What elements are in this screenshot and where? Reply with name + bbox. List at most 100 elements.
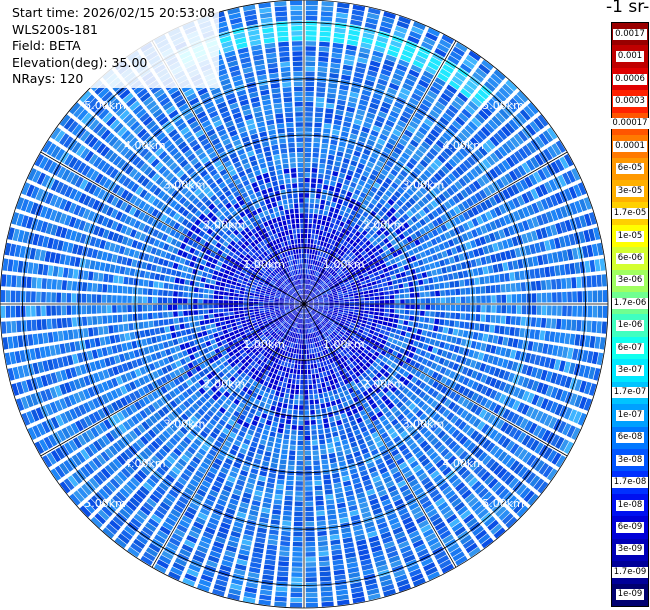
ray-gate [392,323,398,329]
ray-gate [291,379,296,384]
ray-gate [493,132,504,144]
ray-gate [345,111,354,118]
ray-gate [336,12,349,19]
ray-gate [355,268,361,274]
ray-gate [337,289,342,293]
ray-gate [319,273,323,279]
ray-gate [504,122,516,134]
ray-gate [301,364,304,370]
ray-gate [444,176,453,186]
ray-gate [263,569,275,576]
ray-gate [338,460,347,467]
ray-gate [457,271,464,279]
ray-gate [310,343,314,349]
ray-gate [306,284,308,290]
ray-gate [273,416,280,423]
ray-gate [278,397,284,403]
ray-gate [362,272,369,277]
ray-gate [429,338,436,346]
ray-gate [489,208,498,219]
ray-gate [450,139,461,149]
ray-gate [330,400,337,406]
ray-gate [423,169,432,178]
ray-gate [496,178,505,189]
ray-gate [460,261,467,270]
ray-gate [475,258,482,266]
ray-gate [322,215,327,221]
ray-gate [316,224,321,230]
ray-gate [356,271,362,277]
ray-gate [349,91,359,99]
ray-gate [494,274,500,283]
ray-gate [359,131,369,138]
ray-gate [329,305,334,307]
ray-gate [434,318,440,325]
ray-gate [358,227,364,233]
ray-gate [318,273,322,278]
ray-gate [276,386,282,392]
ray-gate [315,495,324,501]
ray-gate [542,254,549,265]
ray-gate [314,203,320,209]
ray-gate [397,208,405,216]
ray-gate [315,404,320,410]
ray-gate [313,276,316,281]
ray-gate [415,131,425,140]
ray-gate [509,136,520,148]
ray-gate [392,263,398,269]
ray-gate [507,225,515,236]
ray-gate [393,147,403,155]
ray-gate [487,334,494,343]
ray-gate [293,531,303,537]
ray-gate [347,288,353,292]
ray-gate [344,153,352,160]
ray-gate [339,304,344,306]
ray-gate [323,184,329,190]
ray-gate [349,296,354,299]
ray-gate [554,237,561,249]
ray-gate [338,309,344,313]
ray-gate [563,235,571,247]
ray-gate [347,34,360,41]
ray-gate [304,410,310,415]
ray-gate [281,530,291,537]
ray-gate [376,229,383,236]
ray-gate [441,34,454,45]
ray-gate [329,395,335,402]
ray-gate [410,255,417,262]
ray-gate [477,130,487,141]
ray-gate [538,133,549,146]
ray-gate [305,329,307,334]
ray-gate [344,281,350,286]
ray-gate [521,233,529,244]
ray-gate [343,279,349,283]
ray-gate [419,103,430,112]
ray-gate [406,73,418,83]
ray-gate [546,127,558,140]
ray-gate [332,197,338,203]
ray-gate [344,54,355,61]
ray-gate [438,193,447,202]
ray-gate [555,207,564,220]
ray-gate [242,323,248,327]
ray-gate [352,217,359,223]
ray-gate [433,276,439,283]
ray-gate [394,314,400,319]
ray-gate [279,546,290,552]
ray-gate [374,308,380,312]
ray-gate [464,186,473,196]
ray-gate [320,225,325,231]
ray-gate [349,245,355,251]
ray-gate [549,331,556,342]
ray-gate [465,339,472,348]
ray-gate [299,349,302,354]
ray-gate [432,347,439,354]
ray-gate [440,214,448,223]
ray-gate [517,165,527,176]
ray-gate [305,582,317,588]
ray-gate [361,230,368,236]
ray-gate [315,112,323,118]
ray-gate [520,316,526,326]
ray-gate [418,126,428,136]
ray-gate [356,184,363,191]
